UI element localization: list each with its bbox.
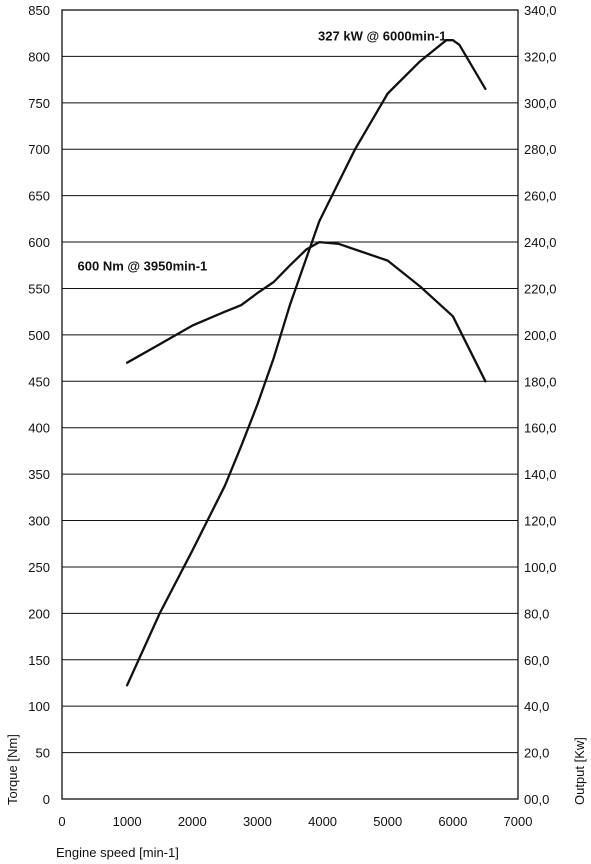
y-right-tick-label: 60,0 [524,653,549,668]
y-left-tick-label: 550 [28,281,50,296]
annotation-label: 327 kW @ 6000min-1 [318,29,446,44]
y-left-tick-label: 0 [43,792,50,807]
x-axis-title: Engine speed [min-1] [56,845,179,860]
annotations: 327 kW @ 6000min-1 600 Nm @ 3950min-1 [78,29,447,274]
y-axis-right-title: Output [Kw] [572,737,587,805]
y-right-tick-label: 40,0 [524,699,549,714]
y-right-tick-label: 140,0 [524,467,557,482]
left-axis-ticks: 0 50 100 150 200 250 300 350 400 450 500 550 600 650 7… [28,3,50,807]
y-left-tick-label: 800 [28,49,50,64]
y-left-tick-label: 250 [28,560,50,575]
y-right-tick-label: 320,0 [524,49,557,64]
x-axis-ticks: 0 1000 2000 3000 4000 5000 6000 7000 [58,814,532,829]
plot-frame [61,9,519,800]
x-tick-label: 2000 [178,814,207,829]
gridlines [62,55,518,754]
y-left-tick-label: 100 [28,699,50,714]
y-right-tick-label: 120,0 [524,514,557,529]
y-right-tick-label: 20,0 [524,746,549,761]
y-right-tick-label: 300,0 [524,96,557,111]
annotation-label: 600 Nm @ 3950min-1 [78,258,208,273]
x-tick-label: 6000 [438,814,467,829]
x-tick-label: 1000 [113,814,142,829]
y-right-tick-label: 220,0 [524,281,557,296]
y-right-tick-label: 180,0 [524,374,557,389]
y-left-tick-label: 600 [28,235,50,250]
y-right-tick-label: 00,0 [524,792,549,807]
y-right-tick-label: 280,0 [524,142,557,157]
right-axis-ticks: 00,0 20,0 40,0 60,0 80,0 100,0 120,0 140,0 160,0… [524,3,557,807]
y-right-tick-label: 200,0 [524,328,557,343]
output-curve [125,39,487,687]
y-left-tick-label: 50 [36,746,50,761]
y-right-tick-label: 340,0 [524,3,557,18]
y-right-tick-label: 100,0 [524,560,557,575]
x-tick-label: 4000 [308,814,337,829]
y-left-tick-label: 850 [28,3,50,18]
x-tick-label: 0 [58,814,65,829]
x-tick-label: 5000 [373,814,402,829]
y-left-tick-label: 300 [28,514,50,529]
x-tick-label: 7000 [504,814,533,829]
y-left-tick-label: 400 [28,421,50,436]
y-left-tick-label: 500 [28,328,50,343]
y-axis-left-title: Torque [Nm] [5,734,20,805]
y-left-tick-label: 200 [28,606,50,621]
y-left-tick-label: 750 [28,96,50,111]
y-left-tick-label: 700 [28,142,50,157]
y-right-tick-label: 260,0 [524,189,557,204]
y-left-tick-label: 650 [28,189,50,204]
y-left-tick-label: 350 [28,467,50,482]
y-right-tick-label: 160,0 [524,421,557,436]
x-tick-label: 3000 [243,814,272,829]
torque-curve [125,240,487,383]
y-left-tick-label: 450 [28,374,50,389]
y-right-tick-label: 80,0 [524,606,549,621]
series-lines [125,39,487,687]
y-left-tick-label: 150 [28,653,50,668]
y-right-tick-label: 240,0 [524,235,557,250]
